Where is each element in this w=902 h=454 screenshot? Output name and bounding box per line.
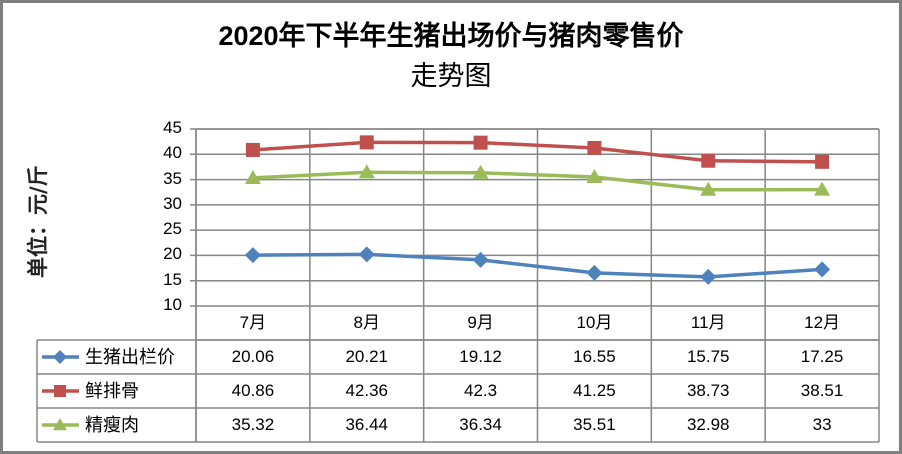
y-tick-label: 40 [163,143,182,163]
data-cell: 35.51 [573,415,616,434]
y-tick-label: 15 [163,269,182,289]
diamond-marker [472,251,489,268]
triangle-marker [244,169,261,184]
category-label: 10月 [576,313,613,332]
data-cell: 41.25 [573,381,616,400]
diamond-marker [244,247,261,264]
triangle-marker [358,164,375,179]
y-tick-label: 35 [163,168,182,188]
y-tick-label: 30 [163,193,182,213]
legend-diamond-icon [53,350,67,364]
diamond-marker [358,246,375,263]
data-cell: 40.86 [231,381,275,400]
data-cell: 16.55 [573,347,616,366]
square-marker [701,153,716,168]
category-label: 7月 [239,313,267,332]
y-tick-label: 25 [163,219,182,239]
chart-title-line-1: 2020年下半年生猪出场价与猪肉零售价 [218,21,684,51]
series-line [252,140,823,164]
data-cell: 33 [812,415,832,434]
data-cell: 38.51 [800,381,844,400]
data-cell: 35.32 [231,415,275,434]
category-label: 9月 [467,313,494,332]
legend-label: 精瘦肉 [85,415,139,435]
data-cell: 19.12 [459,347,502,366]
square-marker [245,142,260,157]
data-cell: 42.36 [345,381,389,400]
y-tick-label: 45 [163,118,182,137]
triangle-marker [586,168,603,183]
chart-title: 2020年下半年生猪出场价与猪肉零售价 走势图 [0,16,902,96]
chart-title-line-2: 走势图 [410,61,492,91]
square-marker [473,135,488,150]
data-cell: 32.98 [686,415,730,434]
legend-square-icon [54,385,66,397]
data-cell: 20.21 [345,347,389,366]
category-label: 12月 [804,313,841,332]
data-cell: 36.34 [459,415,502,434]
data-cell: 17.25 [800,347,844,366]
category-label: 8月 [353,313,380,332]
square-marker [587,140,602,155]
data-cell: 15.75 [686,347,730,366]
diamond-marker [700,268,717,285]
category-label: 11月 [690,313,726,332]
data-cell: 36.44 [345,415,389,434]
series-line [252,252,823,279]
legend-triangle-icon [53,418,67,431]
data-cell: 42.3 [464,381,498,400]
square-marker [359,135,374,150]
y-tick-label: 10 [163,295,182,314]
square-marker [815,154,830,169]
triangle-marker [472,164,489,179]
series-line [252,170,823,192]
legend-label: 生猪出栏价 [85,347,175,367]
diamond-marker [814,261,831,278]
data-cell: 38.73 [686,381,730,400]
data-cell: 20.06 [231,347,275,366]
diamond-marker [586,264,603,281]
y-tick-label: 20 [163,244,182,264]
triangle-marker [700,181,717,196]
triangle-marker [814,181,831,196]
legend-label: 鲜排骨 [85,381,139,401]
